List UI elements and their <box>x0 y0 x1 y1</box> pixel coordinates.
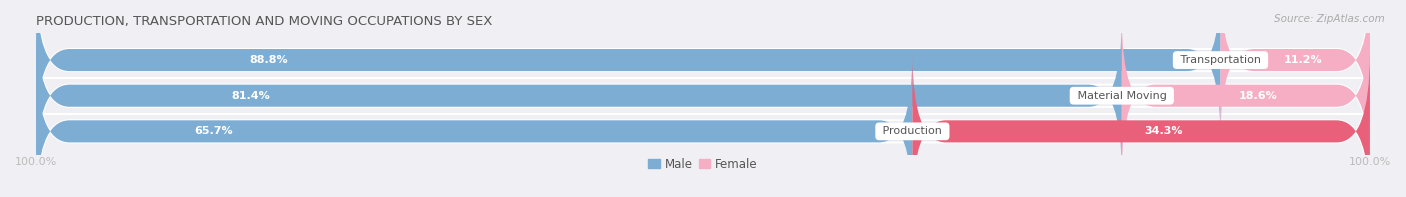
FancyBboxPatch shape <box>37 0 1369 138</box>
FancyBboxPatch shape <box>37 53 912 197</box>
Text: 34.3%: 34.3% <box>1144 126 1184 136</box>
FancyBboxPatch shape <box>37 18 1122 174</box>
Text: 11.2%: 11.2% <box>1284 55 1322 65</box>
Text: Material Moving: Material Moving <box>1074 91 1170 101</box>
Text: PRODUCTION, TRANSPORTATION AND MOVING OCCUPATIONS BY SEX: PRODUCTION, TRANSPORTATION AND MOVING OC… <box>37 15 492 28</box>
Text: Source: ZipAtlas.com: Source: ZipAtlas.com <box>1274 14 1385 24</box>
FancyBboxPatch shape <box>1220 0 1369 138</box>
FancyBboxPatch shape <box>912 53 1369 197</box>
Legend: Male, Female: Male, Female <box>644 153 762 175</box>
Text: Production: Production <box>879 126 946 136</box>
Text: 65.7%: 65.7% <box>194 126 232 136</box>
Text: 81.4%: 81.4% <box>232 91 270 101</box>
Text: 88.8%: 88.8% <box>249 55 288 65</box>
FancyBboxPatch shape <box>37 0 1220 138</box>
FancyBboxPatch shape <box>37 53 1369 197</box>
FancyBboxPatch shape <box>1122 18 1369 174</box>
Text: 18.6%: 18.6% <box>1239 91 1278 101</box>
Text: Transportation: Transportation <box>1177 55 1264 65</box>
FancyBboxPatch shape <box>37 18 1369 174</box>
